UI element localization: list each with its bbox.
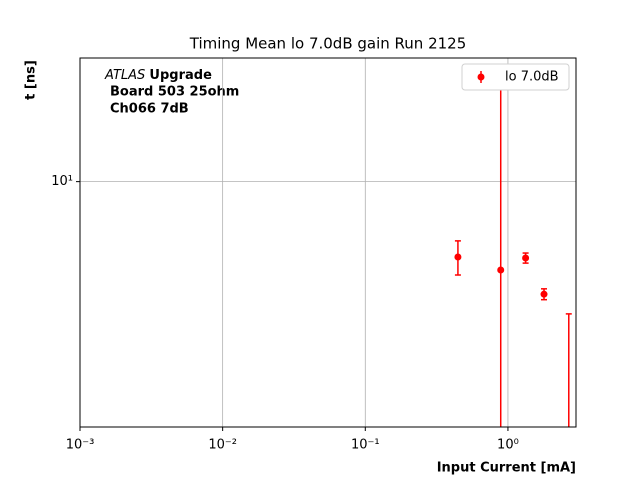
annotation: ATLAS Upgrade (104, 68, 212, 83)
chart-title: Timing Mean lo 7.0dB gain Run 2125 (189, 35, 467, 53)
point (540, 290, 548, 298)
y-axis-label: t [ns] (24, 60, 39, 100)
x-tick-label: 10⁻³ (66, 438, 95, 453)
annotation-italic: ATLAS (104, 68, 145, 83)
point (454, 253, 462, 261)
y-tick-label: 10¹ (51, 174, 73, 189)
x-tick-label: 10⁰ (497, 438, 519, 453)
annotation-bold: Upgrade (149, 68, 212, 83)
x-tick-label: 10⁻² (208, 438, 237, 453)
annotation-line: Ch066 7dB (110, 102, 189, 117)
x-tick-label: 10⁻¹ (351, 438, 380, 453)
axes-frame (79, 57, 577, 428)
point (522, 254, 530, 262)
plot-area (80, 58, 576, 427)
x-axis-label: Input Current [mA] (437, 461, 576, 476)
annotation-line: Board 503 25ohm (110, 85, 239, 100)
legend-box (461, 63, 570, 91)
legend-label: lo 7.0dB (505, 70, 559, 85)
legend-marker (477, 73, 485, 81)
point (497, 266, 505, 274)
